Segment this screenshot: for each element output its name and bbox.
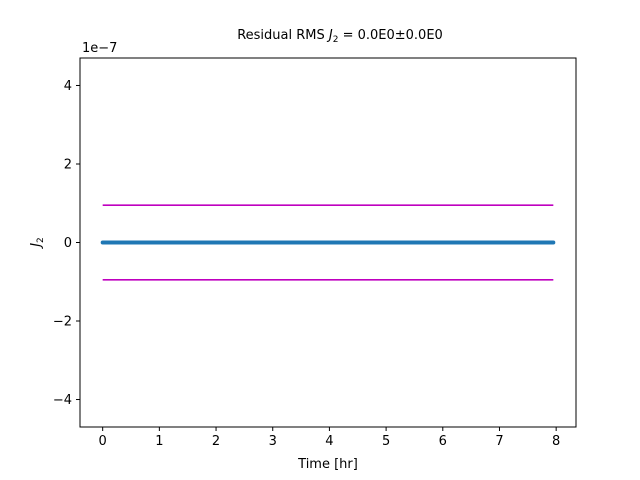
y-axis-label-subscript: 2 bbox=[36, 237, 46, 243]
x-tick-label: 2 bbox=[212, 434, 220, 449]
y-tick-label: −4 bbox=[53, 393, 72, 408]
x-tick-label: 3 bbox=[269, 434, 277, 449]
x-tick-label: 8 bbox=[552, 434, 560, 449]
chart-title: Residual RMS J2 = 0.0E0±0.0E0 bbox=[237, 28, 443, 45]
chart-title-suffix: = 0.0E0±0.0E0 bbox=[338, 28, 442, 43]
y-tick-label: 0 bbox=[64, 236, 72, 251]
x-axis-label: Time [hr] bbox=[297, 457, 358, 472]
ticks-layer: 0 1 2 3 4 5 6 7 8 −4 −2 0 2 4 bbox=[53, 79, 560, 449]
chart-title-symbol: J bbox=[326, 28, 333, 43]
y-offset-label: 1e−7 bbox=[82, 41, 117, 56]
x-tick-label: 7 bbox=[495, 434, 503, 449]
x-tick-label: 0 bbox=[99, 434, 107, 449]
y-tick-label: −2 bbox=[53, 315, 72, 330]
series-layer bbox=[100, 204, 556, 281]
x-tick-label: 4 bbox=[325, 434, 333, 449]
chart-title-subscript: 2 bbox=[333, 35, 339, 45]
y-axis-label-symbol: J bbox=[29, 243, 44, 250]
y-tick-label: 4 bbox=[64, 79, 72, 94]
x-tick-label: 5 bbox=[382, 434, 390, 449]
y-axis-label: J2 bbox=[29, 237, 46, 250]
y-tick-label: 2 bbox=[64, 157, 72, 172]
x-tick-label: 6 bbox=[439, 434, 447, 449]
chart-title-prefix: Residual RMS bbox=[237, 28, 329, 43]
plot-frame bbox=[79, 57, 577, 428]
x-tick-label: 1 bbox=[155, 434, 163, 449]
